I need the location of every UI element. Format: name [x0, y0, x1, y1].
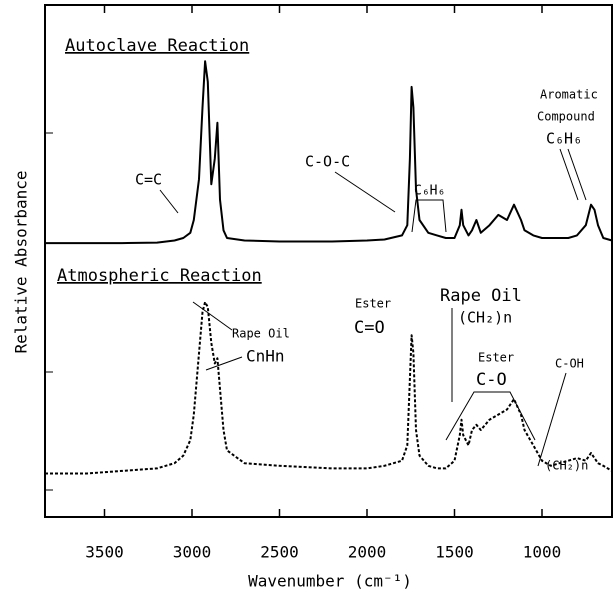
leader-line	[445, 391, 536, 441]
x-tick-label: 2000	[348, 543, 387, 562]
annotation: C=C	[135, 171, 162, 189]
annotation: Rape Oil	[232, 327, 290, 341]
x-tick-label: 2500	[260, 543, 299, 562]
x-axis-label: Wavenumber (cm⁻¹)	[248, 572, 412, 591]
x-tick-label: 3000	[173, 543, 212, 562]
leader-line	[411, 199, 447, 233]
x-tick-label: 1500	[435, 543, 474, 562]
annotation: (CH₂)n	[458, 309, 512, 327]
leader-line	[559, 148, 579, 201]
annotation: Ester	[478, 351, 514, 365]
annotation: C₆H₆	[546, 130, 582, 148]
leader-line	[334, 171, 396, 213]
y-axis-label: Relative Absorbance	[12, 170, 31, 353]
series-label: Autoclave Reaction	[65, 36, 249, 56]
annotation: C-OH	[555, 357, 584, 371]
x-tick-label: 3500	[85, 543, 124, 562]
annotation: Compound	[537, 110, 595, 124]
annotation: Ester	[355, 297, 391, 311]
annotation: Aromatic	[540, 88, 598, 102]
plot-frame	[44, 4, 613, 518]
annotation: Rape Oil	[440, 286, 522, 306]
annotation: (CH₂)n	[545, 459, 588, 473]
x-tick-label: 1000	[523, 543, 562, 562]
leader-line	[192, 301, 233, 331]
annotation: C-O-C	[305, 153, 350, 171]
annotation: CnHn	[246, 347, 285, 366]
leader-line	[159, 189, 179, 214]
annotation: C=O	[354, 318, 385, 338]
y-ticks	[45, 132, 53, 491]
series-label: Atmospheric Reaction	[57, 266, 262, 286]
annotation: C₆H₆	[414, 184, 445, 199]
leader-line	[537, 372, 567, 467]
spectrum-line	[45, 60, 613, 245]
spectrum-line	[45, 301, 613, 475]
annotation: C-O	[476, 370, 507, 390]
leader-line	[567, 148, 587, 201]
leader-line	[205, 356, 243, 371]
